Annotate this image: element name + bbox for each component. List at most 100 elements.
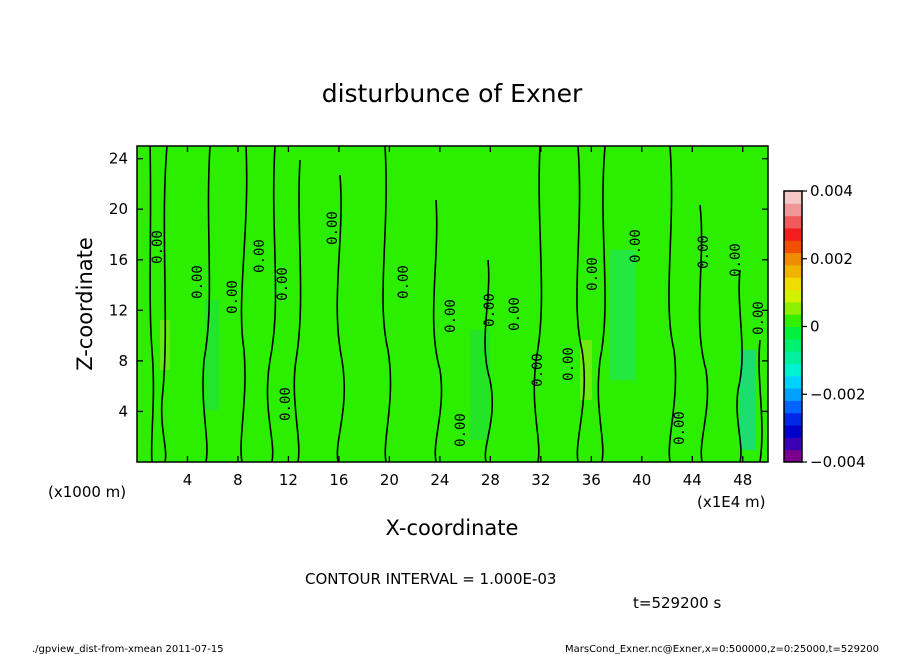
contour-label: 0.00: [252, 239, 268, 273]
contour-label: 0.00: [585, 257, 601, 291]
contour-label: 0.00: [190, 265, 206, 299]
chart-title: disturbunce of Exner: [322, 79, 583, 108]
colorbar-cell: [784, 388, 802, 401]
y-ticks: 4 8 12 16 20 24: [109, 150, 768, 420]
contour-line: [736, 269, 743, 462]
colorbar-cell: [784, 375, 802, 389]
y-tick-label: 12: [109, 301, 128, 319]
contour-labels: 0.00 0.00 0.00 0.00 0.00 0.00 0.00 0.00 0.00 0.00…: [150, 211, 767, 447]
x-ticks: 4 8 12 16 20 24 28 32 36 40 44 48: [183, 146, 752, 489]
x-tick-label: 36: [582, 471, 601, 489]
x-tick-label: 48: [733, 471, 752, 489]
contour-label: 0.00: [507, 297, 523, 331]
x-axis-label: X-coordinate: [386, 516, 519, 540]
contour-line: [597, 146, 606, 462]
time-label: t=529200 s: [633, 594, 721, 612]
contour-label: 0.00: [275, 267, 291, 301]
colorbar-cell: [784, 326, 802, 340]
contour-line: [266, 146, 277, 462]
contour-line: [382, 146, 392, 462]
x-unit-label: (x1E4 m): [697, 493, 766, 511]
contour-line: [240, 146, 248, 462]
x-tick-label: 20: [380, 471, 399, 489]
x-tick-label: 32: [531, 471, 550, 489]
colorbar-cell: [784, 240, 802, 254]
contour-line: [432, 199, 443, 462]
contour-line: [576, 146, 586, 462]
x-tick-label: 40: [632, 471, 651, 489]
contour-line: [533, 146, 543, 462]
colorbar-cells: [784, 191, 802, 463]
colorbar-cell: [784, 191, 802, 204]
colorbar-tick-label: −0.004: [810, 453, 866, 471]
colorbar-tick-label: 0.002: [810, 250, 853, 268]
colorbar-cell: [784, 301, 802, 315]
y-unit-label: (x1000 m): [48, 483, 126, 501]
colorbar-cell: [784, 289, 802, 303]
contour-label: 0.00: [278, 387, 294, 421]
colorbar-cell: [784, 425, 802, 438]
x-tick-label: 28: [481, 471, 500, 489]
x-tick-label: 12: [279, 471, 298, 489]
colorbar-cell: [784, 351, 802, 364]
contour-line: [484, 259, 494, 462]
contour-label: 0.00: [728, 243, 744, 277]
x-tick-label: 8: [233, 471, 243, 489]
colorbar-cell: [784, 252, 802, 266]
colorbar-tick-label: −0.002: [810, 385, 866, 403]
contour-label: 0.00: [482, 293, 498, 327]
footer-left-note: ./gpview_dist-from-xmean 2011-07-15: [32, 644, 224, 654]
y-tick-label: 24: [109, 150, 128, 168]
contour-label: 0.00: [325, 211, 341, 245]
colorbar-tick-label: 0: [810, 318, 820, 336]
contour-label: 0.00: [561, 347, 577, 381]
colorbar-cell: [784, 449, 802, 463]
y-tick-label: 4: [118, 402, 128, 420]
plot-area: 0.00 0.00 0.00 0.00 0.00 0.00 0.00 0.00 0.00 0.00…: [109, 145, 769, 489]
y-tick-label: 20: [109, 200, 128, 218]
colorbar-ticks: 0.004 0.002 0 −0.002 −0.004: [802, 182, 866, 471]
colorbar: 0.004 0.002 0 −0.002 −0.004: [783, 182, 866, 471]
colorbar-tick-label: 0.004: [810, 182, 853, 200]
y-axis-label: Z-coordinate: [73, 237, 97, 371]
contour-line: [293, 159, 302, 462]
x-tick-label: 4: [183, 471, 193, 489]
contour-label: 0.00: [225, 280, 241, 314]
contour-line: [336, 174, 346, 462]
contour-label: 0.00: [453, 413, 469, 447]
contour-lines: [149, 146, 763, 462]
contour-line: [160, 146, 168, 462]
y-tick-label: 16: [109, 251, 128, 269]
colorbar-cell: [784, 400, 802, 414]
colorbar-cell: [784, 363, 802, 377]
colorbar-cell: [784, 264, 802, 278]
colorbar-cell: [784, 338, 802, 352]
contour-label: 0.00: [150, 230, 166, 264]
colorbar-cell: [784, 203, 802, 217]
contour-line: [758, 339, 763, 462]
x-tick-label: 24: [430, 471, 449, 489]
colorbar-cell: [784, 314, 802, 327]
x-tick-label: 44: [683, 471, 702, 489]
contour-label: 0.00: [530, 353, 546, 387]
contour-label: 0.00: [443, 299, 459, 333]
colorbar-cell: [784, 412, 802, 426]
contour-label: 0.00: [396, 265, 412, 299]
contour-label: 0.00: [628, 229, 644, 263]
colorbar-cell: [784, 215, 802, 229]
footer-right-note: MarsCond_Exner.nc@Exner,x=0:500000,z=0:2…: [565, 644, 879, 654]
x-tick-label: 16: [329, 471, 348, 489]
contour-label: 0.00: [672, 411, 688, 445]
contour-label: 0.00: [751, 301, 767, 335]
colorbar-cell: [784, 437, 802, 451]
contour-interval-text: CONTOUR INTERVAL = 1.000E-03: [305, 570, 556, 588]
contour-line: [668, 146, 677, 462]
colorbar-cell: [784, 227, 802, 241]
colorbar-cell: [784, 277, 802, 291]
plot-frame: [136, 145, 769, 463]
y-tick-label: 8: [118, 352, 128, 370]
contour-line: [149, 146, 155, 462]
contour-label: 0.00: [696, 235, 712, 269]
contour-line: [202, 146, 211, 462]
